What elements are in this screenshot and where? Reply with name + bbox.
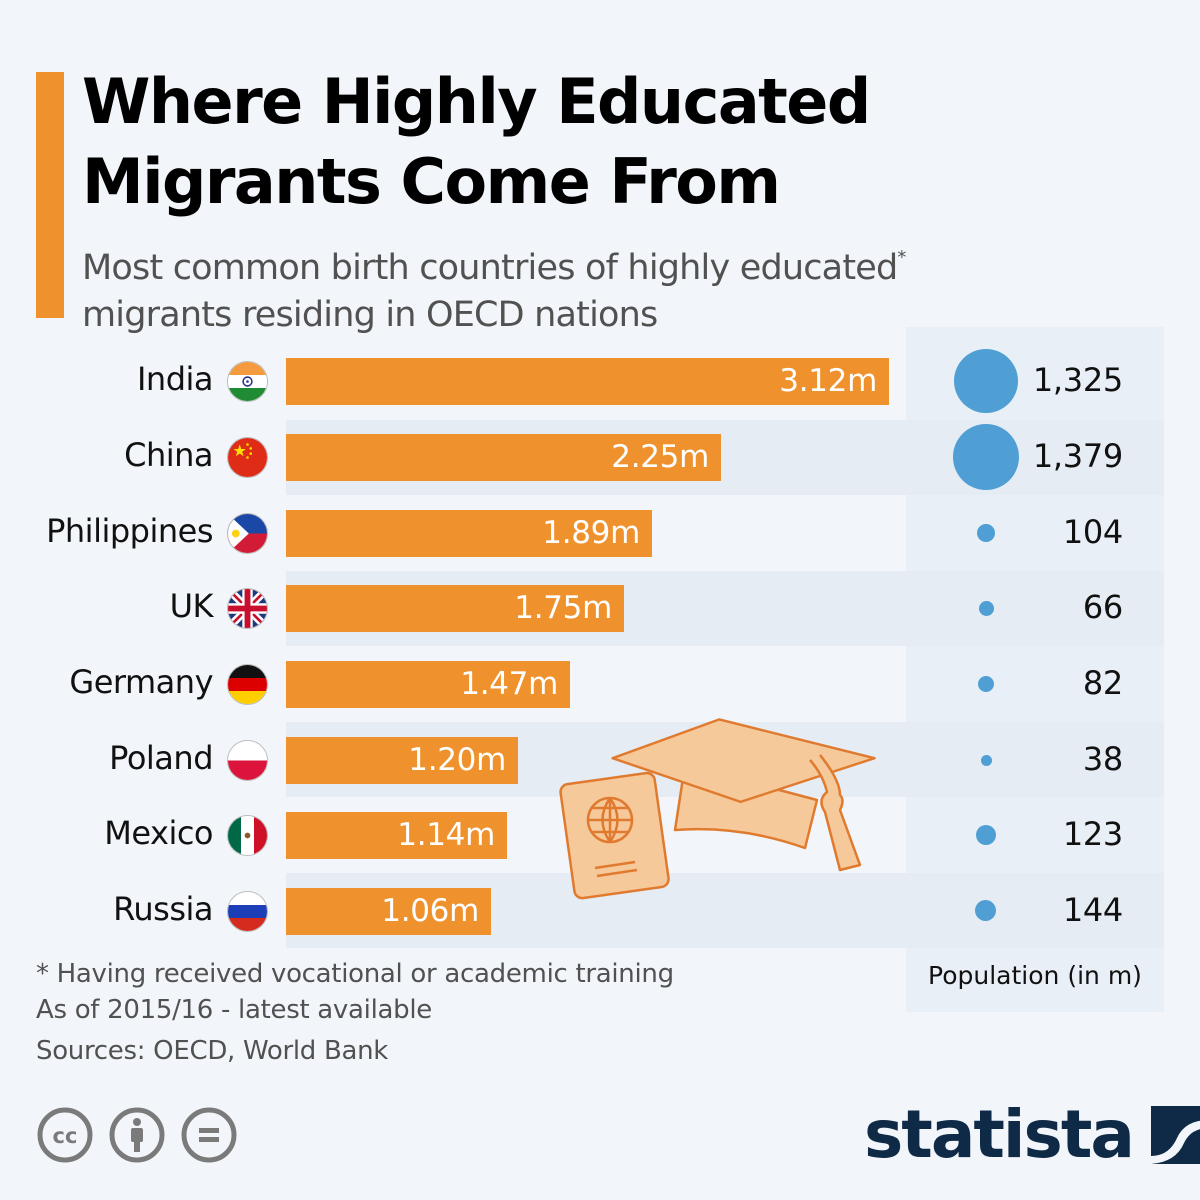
page-title: Where Highly Educated Migrants Come From <box>82 62 871 222</box>
population-bubble <box>981 755 992 766</box>
graduation-cap-passport-illustration <box>559 718 876 900</box>
bar-value: 1.06m <box>381 893 479 929</box>
chart-row: Germany 1.47m 82 <box>0 646 1200 721</box>
bar-uk: 1.75m <box>286 585 624 632</box>
title-line-1: Where Highly Educated <box>82 65 871 138</box>
subtitle-asterisk: * <box>897 247 906 268</box>
chart-row: Philippines 1.89m 104 <box>0 495 1200 570</box>
bar-value: 1.89m <box>542 515 640 551</box>
bar-value: 1.14m <box>397 817 495 853</box>
subtitle-line-2: migrants residing in OECD nations <box>82 295 658 335</box>
population-bubble <box>954 349 1018 413</box>
population-bubble <box>979 601 994 616</box>
population-caption: Population (in m) <box>928 961 1142 990</box>
footnotes: * Having received vocational or academic… <box>36 956 674 1069</box>
population-bubble <box>975 900 996 921</box>
bar-china: 2.25m <box>286 434 721 481</box>
population-bubble <box>977 524 995 542</box>
country-label: Philippines <box>46 512 213 550</box>
bar-india: 3.12m <box>286 358 889 405</box>
population-value: 1,325 <box>1032 361 1123 399</box>
attribution-icon[interactable] <box>108 1106 166 1164</box>
population-value: 123 <box>1062 815 1123 853</box>
country-label: Mexico <box>104 814 213 852</box>
country-label: Russia <box>113 890 213 928</box>
chart-row: UK 1.75m 66 <box>0 570 1200 645</box>
country-label: Poland <box>109 739 213 777</box>
bar-value: 1.20m <box>408 742 506 778</box>
germany-flag-icon <box>227 664 268 705</box>
population-value: 82 <box>1082 664 1123 702</box>
subtitle-line-1: Most common birth countries of highly ed… <box>82 248 898 288</box>
chart-row: Mexico 1.14m 123 <box>0 797 1200 872</box>
no-derivatives-icon[interactable] <box>180 1106 238 1164</box>
country-label: UK <box>169 587 214 625</box>
china-flag-icon <box>227 437 268 478</box>
population-value: 38 <box>1082 740 1123 778</box>
poland-flag-icon <box>227 740 268 781</box>
chart-row: India 3.12m 1,325 <box>0 343 1200 418</box>
population-bubble <box>976 825 996 845</box>
bar-germany: 1.47m <box>286 661 570 708</box>
bar-value: 1.75m <box>514 590 612 626</box>
population-value: 1,379 <box>1032 437 1123 475</box>
svg-text:cc: cc <box>53 1124 78 1148</box>
mexico-flag-icon <box>227 815 268 856</box>
chart-row: China 2.25m 1,379 <box>0 419 1200 494</box>
population-bubble <box>953 424 1019 490</box>
statista-mark-icon <box>1150 1106 1200 1164</box>
cc-icon[interactable]: cc <box>36 1106 94 1164</box>
russia-flag-icon <box>227 891 268 932</box>
statista-wordmark: statista <box>864 1096 1135 1173</box>
bar-value: 3.12m <box>779 363 877 399</box>
bar-value: 2.25m <box>611 439 709 475</box>
population-value: 66 <box>1082 588 1123 626</box>
license-icons: cc <box>36 1106 238 1164</box>
chart-row: Russia 1.06m 144 <box>0 873 1200 948</box>
bar-poland: 1.20m <box>286 737 518 784</box>
population-value: 144 <box>1062 891 1123 929</box>
title-accent-bar <box>36 72 64 318</box>
footnote-definition: * Having received vocational or academic… <box>36 959 674 989</box>
statista-logo[interactable]: statista <box>864 1100 1200 1170</box>
subtitle: Most common birth countries of highly ed… <box>82 234 906 339</box>
country-label: India <box>136 360 214 398</box>
bar-mexico: 1.14m <box>286 812 507 859</box>
population-bubble <box>978 676 994 692</box>
country-label: China <box>124 436 213 474</box>
country-label: Germany <box>69 663 213 701</box>
bar-philippines: 1.89m <box>286 510 652 557</box>
bar-value: 1.47m <box>460 666 558 702</box>
title-line-2: Migrants Come From <box>82 145 781 218</box>
bar-russia: 1.06m <box>286 888 491 935</box>
philippines-flag-icon <box>227 513 268 554</box>
footnote-date: As of 2015/16 - latest available <box>36 995 432 1025</box>
chart-row: Poland 1.20m 38 <box>0 722 1200 797</box>
india-flag-icon <box>227 361 268 402</box>
uk-flag-icon <box>227 588 268 629</box>
population-value: 104 <box>1062 513 1123 551</box>
sources: Sources: OECD, World Bank <box>36 1036 389 1066</box>
